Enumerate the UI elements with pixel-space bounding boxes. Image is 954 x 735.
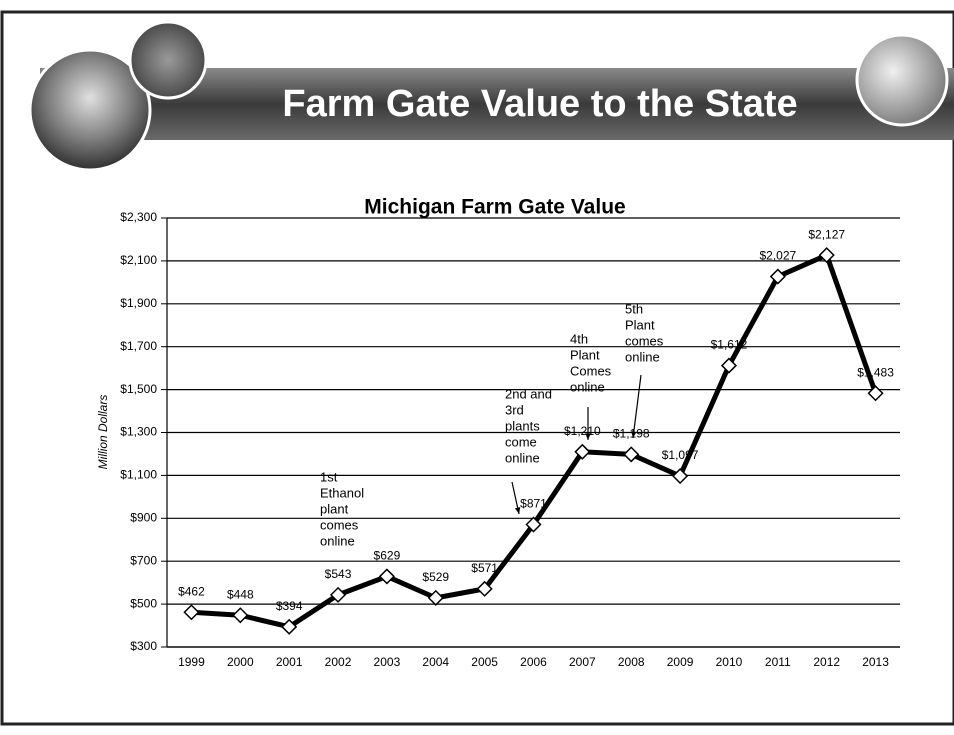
data-label: $629 [374,549,401,563]
annotation-text: online [625,349,660,364]
annotation-text: Plant [570,347,600,362]
data-label: $1,097 [662,448,699,462]
x-tick-label: 2005 [471,655,498,669]
data-label: $1,210 [564,424,601,438]
annotation-text: come [505,434,537,449]
x-tick-label: 2013 [862,655,889,669]
annotation-text: Plant [625,317,655,332]
data-label: $394 [276,599,303,613]
annotation-text: online [570,379,605,394]
y-tick-label: $1,300 [120,425,157,439]
slide-title: Farm Gate Value to the State [282,83,797,125]
x-tick-label: 2003 [374,655,401,669]
data-label: $543 [325,567,352,581]
y-tick-label: $2,100 [120,253,157,267]
x-tick-label: 2008 [618,655,645,669]
annotation-text: comes [320,517,359,532]
annotation-text: plants [505,418,540,433]
data-label: $2,027 [759,249,796,263]
y-tick-label: $300 [130,639,157,653]
data-label: $871 [520,497,547,511]
annotation-text: online [505,450,540,465]
x-tick-label: 2011 [765,655,791,669]
y-tick-label: $500 [130,596,157,610]
chart-title: Michigan Farm Gate Value [364,196,625,219]
data-label: $1,483 [857,365,894,379]
y-tick-label: $700 [130,553,157,567]
data-label: $462 [178,584,205,598]
x-tick-label: 2012 [813,655,840,669]
y-tick-label: $1,500 [120,382,157,396]
annotation-text: Comes [570,363,612,378]
y-tick-label: $1,900 [120,296,157,310]
x-tick-label: 2001 [276,655,303,669]
annotation-text: comes [625,333,664,348]
annotation-text: 2nd and [505,386,552,401]
y-tick-label: $1,700 [120,339,157,353]
data-label: $448 [227,587,254,601]
slide: Farm Gate Value to the State Michigan Fa… [0,0,954,730]
y-tick-label: $2,300 [120,210,157,224]
data-label: $529 [422,570,449,584]
x-tick-label: 2010 [716,655,743,669]
x-tick-label: 1999 [178,655,205,669]
y-tick-label: $900 [130,510,157,524]
annotation-text: plant [320,501,349,516]
x-tick-label: 2000 [227,655,254,669]
annotation-text: Ethanol [320,485,364,500]
x-tick-label: 2009 [667,655,694,669]
annotation-text: 5th [625,301,643,316]
annotation-text: 3rd [505,402,524,417]
x-tick-label: 2006 [520,655,547,669]
photo-decoration [130,22,206,98]
page: {"slide_title": "Farm Gate Value to the … [0,0,954,730]
y-axis-title: Million Dollars [96,395,110,470]
x-tick-label: 2004 [422,655,449,669]
x-tick-label: 2007 [569,655,596,669]
photo-decoration [857,35,947,125]
y-tick-label: $1,100 [120,468,157,482]
annotation-text: online [320,533,355,548]
data-label: $571 [471,561,498,575]
x-tick-label: 2002 [325,655,352,669]
data-label: $2,127 [808,227,845,241]
data-label: $1,198 [613,427,650,441]
annotation-text: 4th [570,331,588,346]
data-label: $1,612 [711,338,748,352]
annotation-text: 1st [320,469,338,484]
